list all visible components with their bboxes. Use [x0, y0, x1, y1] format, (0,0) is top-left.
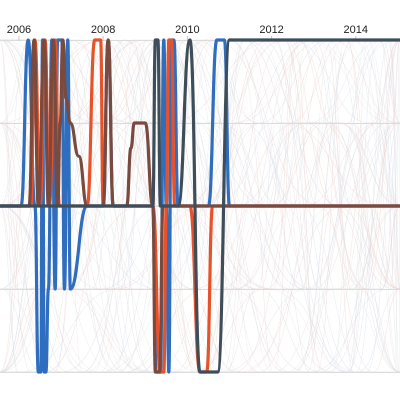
series-line [0, 38, 400, 374]
x-tick-label: 2014 [344, 24, 368, 36]
x-tick-label: 2008 [91, 24, 115, 36]
background-trajectory [0, 39, 400, 373]
background-trajectory [0, 39, 400, 290]
background-trajectory [0, 122, 400, 373]
background-trajectory [0, 122, 400, 373]
series-line [0, 38, 400, 374]
background-trajectory [0, 39, 400, 373]
background-trajectory [0, 39, 400, 373]
background-trajectory [0, 39, 400, 373]
x-tick-label: 2012 [259, 24, 283, 36]
x-tick-label: 2010 [175, 24, 199, 36]
x-tick-label: 2006 [7, 24, 31, 36]
series-lines [0, 38, 400, 374]
